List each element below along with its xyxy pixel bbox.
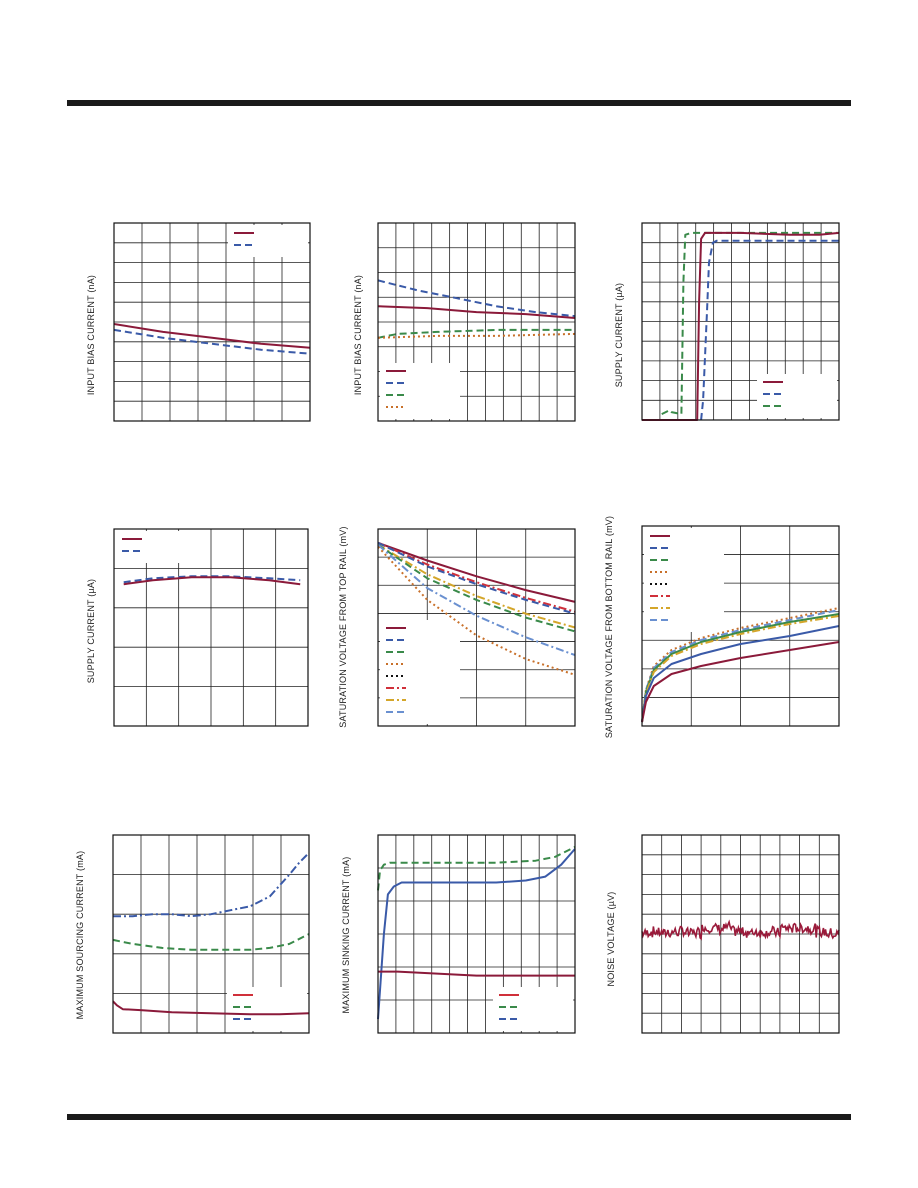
series-line-2 [377, 305, 576, 319]
plot-svg [641, 525, 840, 727]
grid [114, 529, 308, 726]
legend [380, 363, 460, 419]
plot-svg [377, 528, 576, 727]
legend-box [493, 987, 573, 1031]
series-line-3 [377, 541, 576, 615]
series-group [112, 852, 310, 1016]
header-rule [67, 100, 851, 106]
plot-svg [377, 834, 576, 1034]
series-line-5 [377, 543, 576, 633]
series-line-2 [642, 231, 840, 421]
legend-box [644, 528, 724, 632]
legend-box [380, 620, 460, 724]
plot-frame [641, 222, 840, 421]
legend-box [380, 363, 460, 419]
series-line-2 [377, 541, 576, 613]
series-line-1 [113, 852, 310, 918]
series-line-1 [113, 323, 311, 349]
series-line-1 [377, 541, 576, 603]
series-line-3 [378, 970, 575, 977]
plot-frame [377, 834, 576, 1034]
series-line-4 [641, 615, 840, 723]
series-line-1 [377, 279, 576, 318]
plot-frame [112, 834, 310, 1034]
series-line-1 [123, 575, 301, 584]
series-line-7 [377, 546, 576, 676]
legend-box [227, 987, 307, 1031]
legend [228, 225, 308, 257]
series-group [641, 919, 840, 941]
chart-max-sinking-current: MAXIMUM SINKING CURRENT (mA) [340, 834, 600, 1084]
chart-input-bias-current-1: INPUT BIAS CURRENT (nA) [76, 220, 336, 470]
series-group [377, 279, 576, 339]
series-line-2 [112, 933, 310, 951]
plot-svg [113, 222, 311, 422]
series-line-3 [112, 1000, 310, 1016]
legend-box [757, 374, 837, 418]
series-group [641, 607, 840, 723]
chart-saturation-bottom-rail: SATURATION VOLTAGE FROM BOTTOM RAIL (mV) [604, 516, 864, 776]
legend-box [228, 225, 308, 257]
plot-frame [641, 525, 840, 727]
footer-rule [67, 1114, 851, 1120]
series-group [377, 541, 576, 676]
series-group [377, 846, 576, 1020]
plot-svg [641, 222, 840, 421]
series-line-3 [377, 328, 575, 339]
chart-saturation-top-rail: SATURATION VOLTAGE FROM TOP RAIL (mV) [338, 526, 600, 776]
plot-svg [112, 834, 310, 1034]
legend [116, 531, 196, 563]
chart-max-sourcing-current: MAXIMUM SOURCING CURRENT (mA) [75, 834, 336, 1084]
series-group [123, 575, 301, 586]
series-line-2 [123, 576, 301, 586]
series-line-3 [700, 239, 839, 421]
series-line-2 [377, 848, 576, 1020]
series-line-6 [641, 641, 840, 723]
grid [642, 835, 839, 1033]
series-line-1 [377, 846, 576, 891]
plot-svg [641, 834, 840, 1034]
legend [757, 374, 837, 418]
legend [227, 987, 307, 1031]
series-line-noise [641, 919, 840, 941]
series-line-4 [377, 543, 576, 629]
chart-supply-current-2: SUPPLY CURRENT (µA) [76, 526, 336, 776]
chart-noise-voltage: NOISE VOLTAGE (µV) [604, 834, 864, 1084]
chart-input-bias-current-2: INPUT BIAS CURRENT (nA) [340, 220, 600, 470]
series-group [642, 231, 840, 421]
plot-svg [377, 222, 576, 422]
plot-frame [641, 834, 840, 1034]
legend [380, 620, 460, 724]
legend [493, 987, 573, 1031]
plot-frame [377, 222, 576, 422]
legend [644, 528, 724, 632]
legend-box [116, 531, 196, 563]
series-line-2 [113, 328, 311, 355]
series-line-6 [377, 544, 576, 657]
plot-frame [377, 528, 576, 727]
grid [642, 223, 839, 420]
series-line-4 [377, 332, 576, 339]
series-group [113, 323, 311, 355]
plot-svg [113, 528, 309, 727]
plot-frame [113, 222, 311, 422]
plot-frame [113, 528, 309, 727]
series-line-5 [641, 625, 840, 723]
chart-supply-current-1: SUPPLY CURRENT (µA) [604, 220, 864, 470]
